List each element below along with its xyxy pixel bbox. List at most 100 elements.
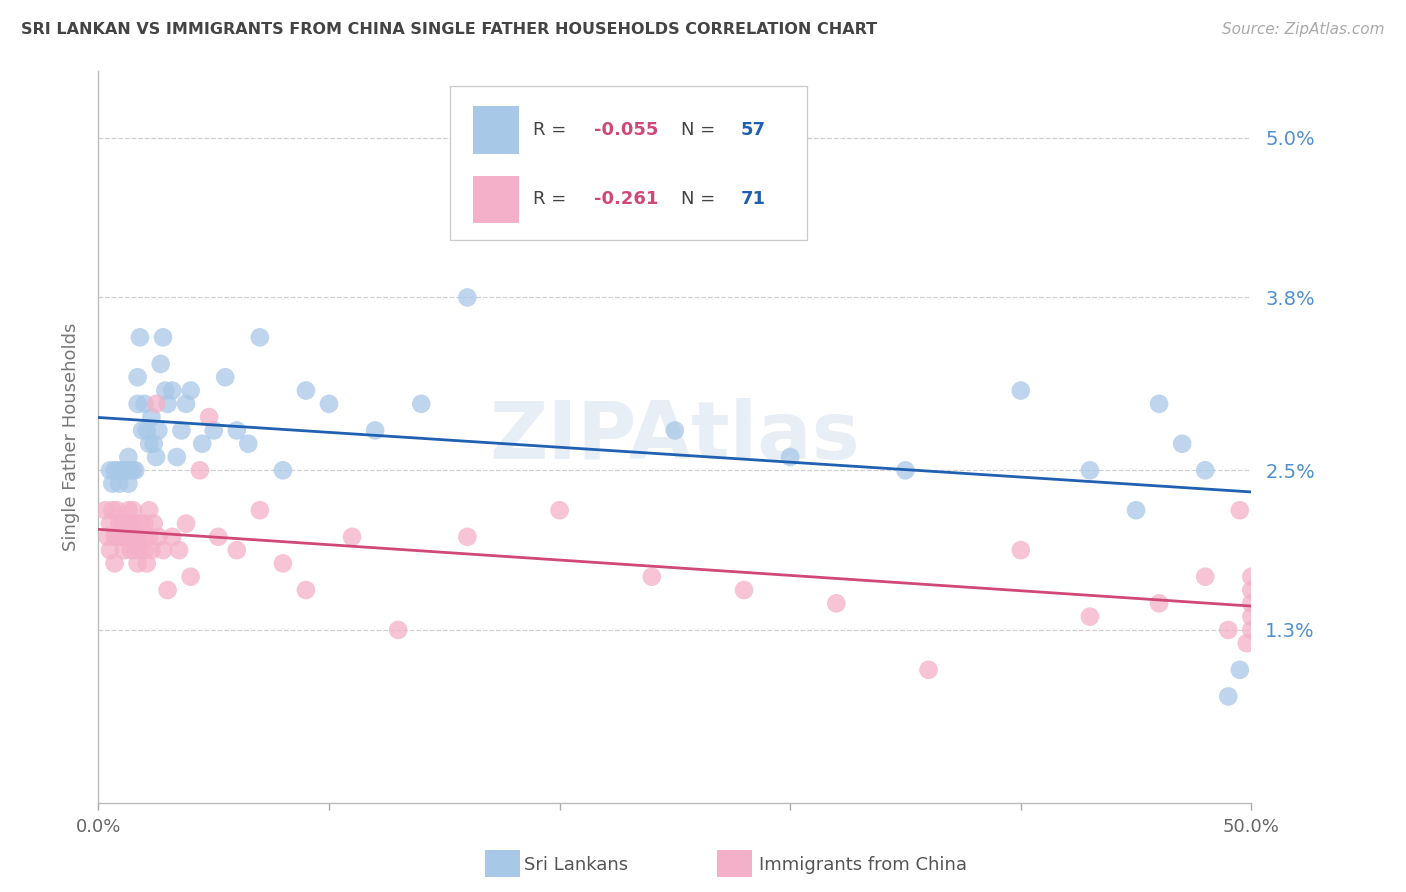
Point — [135, 424, 157, 438]
Point — [101, 476, 124, 491]
Point — [112, 530, 135, 544]
Point — [127, 397, 149, 411]
Point — [108, 476, 131, 491]
Text: R =: R = — [533, 121, 572, 139]
Point — [174, 516, 197, 531]
Point — [156, 582, 179, 597]
Point — [131, 530, 153, 544]
Point — [124, 543, 146, 558]
Point — [103, 463, 125, 477]
Point — [152, 330, 174, 344]
Point — [98, 516, 121, 531]
Point — [166, 450, 188, 464]
Point — [97, 530, 120, 544]
Point — [134, 543, 156, 558]
Point — [117, 476, 139, 491]
Point — [1229, 503, 1251, 517]
Point — [103, 530, 125, 544]
Point — [917, 663, 939, 677]
Point — [120, 463, 142, 477]
Point — [160, 384, 183, 398]
Point — [127, 557, 149, 571]
Point — [1240, 596, 1263, 610]
Point — [180, 570, 202, 584]
Point — [131, 424, 153, 438]
Point — [115, 530, 138, 544]
Point — [1147, 596, 1170, 610]
Text: Sri Lankans: Sri Lankans — [524, 856, 628, 874]
Point — [105, 463, 128, 477]
Point — [105, 503, 128, 517]
Point — [641, 570, 664, 584]
Point — [1171, 436, 1194, 450]
Point — [180, 384, 202, 398]
Point — [548, 197, 571, 211]
Text: 71: 71 — [741, 190, 766, 209]
Point — [202, 424, 225, 438]
Point — [411, 397, 433, 411]
Point — [155, 384, 177, 398]
Point — [138, 503, 160, 517]
Point — [664, 424, 686, 438]
Point — [894, 463, 917, 477]
Point — [149, 357, 172, 371]
Text: Immigrants from China: Immigrants from China — [759, 856, 967, 874]
Point — [115, 516, 138, 531]
Point — [1229, 663, 1251, 677]
Text: -0.055: -0.055 — [595, 121, 658, 139]
Point — [295, 582, 318, 597]
Point — [364, 424, 387, 438]
Point — [1194, 570, 1216, 584]
Point — [340, 530, 363, 544]
Point — [103, 557, 125, 571]
Text: 57: 57 — [741, 121, 766, 139]
Point — [225, 424, 247, 438]
Point — [456, 290, 478, 304]
Point — [167, 543, 190, 558]
Point — [110, 463, 132, 477]
Point — [120, 516, 142, 531]
Point — [138, 436, 160, 450]
Bar — [472, 106, 519, 153]
Point — [1010, 384, 1032, 398]
Point — [141, 543, 163, 558]
FancyBboxPatch shape — [450, 86, 807, 240]
Point — [160, 530, 183, 544]
Point — [191, 436, 214, 450]
Point — [122, 530, 145, 544]
Point — [122, 463, 145, 477]
Point — [271, 463, 294, 477]
Point — [148, 530, 170, 544]
Point — [117, 503, 139, 517]
Text: R =: R = — [533, 190, 578, 209]
Point — [1240, 570, 1263, 584]
Y-axis label: Single Father Households: Single Father Households — [62, 323, 80, 551]
Point — [318, 397, 340, 411]
Point — [117, 530, 139, 544]
Point — [198, 410, 221, 425]
Point — [188, 463, 211, 477]
Point — [1125, 503, 1147, 517]
Point — [295, 384, 318, 398]
Point — [779, 450, 801, 464]
Point — [112, 463, 135, 477]
Point — [1236, 636, 1258, 650]
Point — [134, 516, 156, 531]
Point — [214, 370, 236, 384]
Point — [129, 330, 152, 344]
Point — [110, 516, 132, 531]
Point — [1194, 463, 1216, 477]
Text: ZIPAtlas: ZIPAtlas — [489, 398, 860, 476]
Point — [124, 516, 146, 531]
Point — [148, 424, 170, 438]
Point — [134, 397, 156, 411]
Point — [101, 503, 124, 517]
Point — [122, 503, 145, 517]
Bar — [472, 176, 519, 223]
Point — [138, 530, 160, 544]
Point — [105, 530, 128, 544]
Point — [1078, 463, 1101, 477]
Point — [733, 582, 755, 597]
Text: N =: N = — [681, 190, 721, 209]
Point — [1240, 609, 1263, 624]
